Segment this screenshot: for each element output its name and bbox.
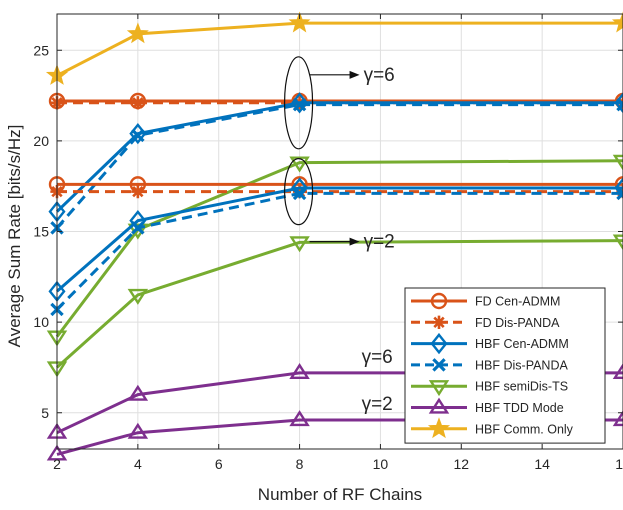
gamma2-annotation-ellipse [283,158,314,226]
legend-entry: HBF TDD Mode [411,397,564,415]
legend-entry: FD Cen-ADMM [411,292,560,310]
data-point [127,288,149,305]
x-tick-label: 10 [373,456,389,472]
series-line [55,103,623,229]
series-line [55,191,623,311]
legend-entry: HBF semiDis-TS [411,380,568,397]
data-point [291,177,309,199]
x-tick-label: 2 [53,456,61,472]
data-point [611,11,623,33]
legend-marker [432,358,446,372]
y-tick-label: 15 [33,224,49,240]
legend-marker [430,332,448,355]
y-tick-label: 25 [33,42,49,58]
x-tick-label: 4 [134,456,142,472]
data-point [131,128,145,143]
annotation-layer: γ=6 γ=2 γ=6 γ=2 [283,56,395,415]
gamma2-annotation-arrow-head [349,237,360,246]
data-point [292,186,307,201]
data-point [126,22,149,44]
x-tick-label: 16 [615,456,623,472]
x-tick-label: 8 [296,456,304,472]
x-axis-label: Number of RF Chains [258,485,422,504]
legend-marker [428,397,450,414]
tdd-gamma6-label: γ=6 [362,347,393,368]
legend-marker [432,315,446,329]
data-point [288,11,311,33]
legend-label: FD Dis-PANDA [475,316,560,330]
legend-label: HBF Dis-PANDA [475,358,568,372]
legend-marker [427,417,451,439]
series-hbf-dis-panda [50,186,623,317]
legend-entry: HBF Cen-ADMM [411,332,569,355]
data-point [289,236,310,253]
series-line [55,239,623,369]
legend-marker [430,292,448,310]
series-line [56,21,623,77]
legend-entry: FD Dis-PANDA [411,315,560,330]
data-point [612,154,623,171]
data-point [131,96,145,110]
y-tick-label: 20 [33,133,49,149]
data-point [614,177,623,199]
series-line [55,101,623,213]
legend-label: HBF Cen-ADMM [475,337,569,351]
data-point [616,97,623,112]
data-point [612,234,623,251]
data-point [616,186,623,201]
gamma6-annotation-ellipse [283,56,314,150]
legend-label: FD Cen-ADMM [475,295,560,309]
gamma6-annotation-arrow-head [349,70,360,79]
data-point [46,444,68,461]
legend-entry: HBF Comm. Only [411,417,574,439]
y-tick-label: 10 [33,314,49,330]
data-point [612,410,623,427]
series-line [55,159,623,338]
axes: 2 4 6 8 10 12 14 16 5 10 15 20 25 [33,13,623,472]
gamma2-annotation-label: γ=2 [364,232,395,253]
data-point [292,97,307,112]
data-point [131,184,145,199]
legend-label: HBF semiDis-TS [475,380,568,394]
data-point [127,422,149,439]
legend-marker [428,380,450,397]
y-axis-label: Average Sum Rate [bits/s/Hz] [5,125,24,348]
tdd-gamma2-label: γ=2 [362,394,393,415]
series-line [56,186,623,293]
data-point [289,410,310,427]
legend-label: HBF TDD Mode [475,401,564,415]
data-point [289,362,310,379]
x-tick-label: 6 [215,456,223,472]
y-tick-label: 5 [41,405,49,421]
x-tick-label: 14 [534,456,550,472]
legend-label: HBF Comm. Only [475,422,574,436]
data-point [131,221,145,235]
x-tick-label: 12 [453,456,469,472]
data-point [614,176,623,193]
gamma6-annotation-label: γ=6 [364,65,395,86]
legend-entry: HBF Dis-PANDA [411,358,568,372]
data-point [289,156,310,173]
legend: FD Cen-ADMM FD Dis-PANDA HBF Cen-ADMM HBF D… [404,287,606,444]
data-point [127,384,149,401]
data-point [612,362,623,379]
